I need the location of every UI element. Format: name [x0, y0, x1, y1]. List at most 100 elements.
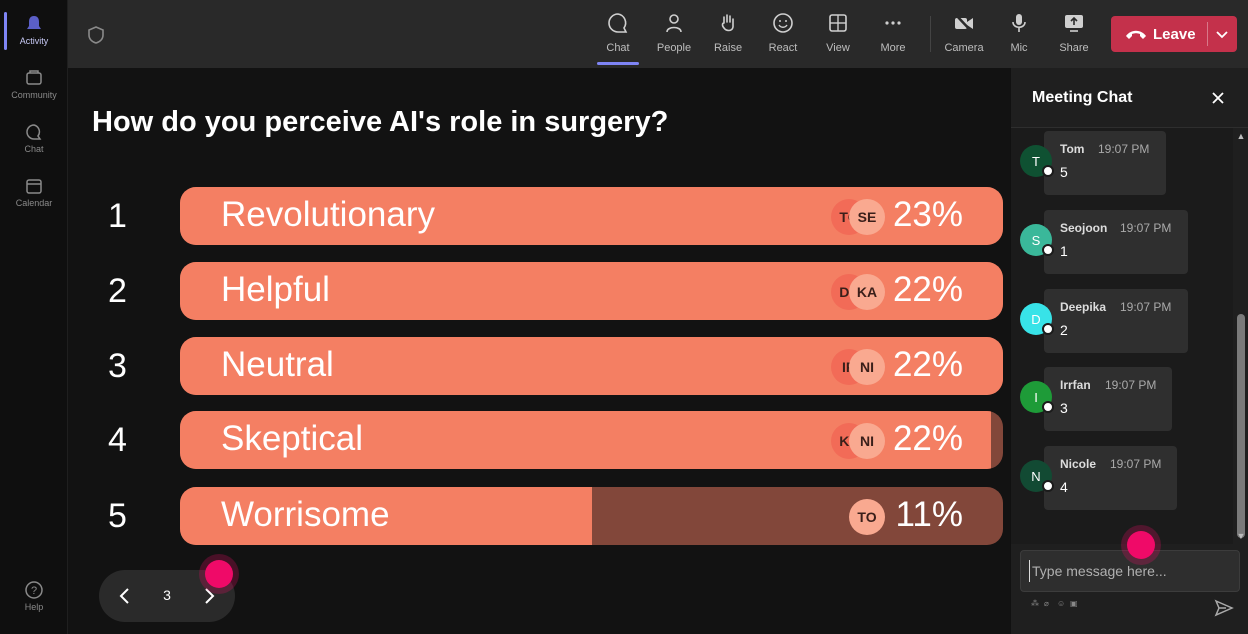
message-text: 1 [1060, 243, 1068, 259]
rail-label: Help [24, 602, 44, 612]
option-label: Skeptical [221, 419, 364, 458]
microphone-icon [1012, 14, 1026, 32]
grid-icon [829, 14, 847, 32]
share-button-label: Share [1059, 42, 1089, 54]
chevron-down-icon[interactable] [1214, 26, 1230, 42]
click-indicator [205, 560, 233, 588]
message-time: 19:07 PM [1110, 457, 1162, 471]
voter-avatar: NI [849, 423, 885, 459]
message-bubble: Deepika 19:07 PM 2 [1044, 289, 1188, 353]
chat-button[interactable]: Chat [591, 10, 645, 65]
mic-button[interactable]: Mic [992, 10, 1046, 62]
message-time: 19:07 PM [1120, 300, 1172, 314]
more-button-label: More [880, 42, 906, 54]
scroll-thumb[interactable] [1237, 314, 1245, 538]
camera-off-icon [955, 14, 973, 33]
option-bar: Worrisome TO 11% [180, 487, 1003, 545]
chat-icon [608, 13, 628, 33]
option-label: Helpful [221, 270, 330, 309]
voter-avatar: SE [849, 199, 885, 235]
message-text: 5 [1060, 164, 1068, 180]
poll-option[interactable]: 1 RevolutionaryTOSE23% [92, 187, 1003, 245]
raise-button-label: Raise [713, 42, 743, 54]
rail-item-activity[interactable]: Activity [0, 6, 68, 56]
message-time: 19:07 PM [1120, 221, 1172, 235]
react-button-label: React [768, 42, 798, 54]
mic-button-label: Mic [1010, 42, 1028, 54]
option-percent: 22% [892, 270, 963, 309]
poll-question: How do you perceive AI's role in surgery… [92, 106, 669, 138]
rail-item-chat[interactable]: Chat [0, 114, 68, 164]
message-text: 4 [1060, 479, 1068, 495]
voter-avatar: TO [849, 499, 885, 535]
smiley-icon [773, 13, 793, 33]
sender-name: Tom [1060, 142, 1085, 156]
format-toolbar: ⁂ ⌀ ☺ ▣ [1031, 600, 1078, 608]
meeting-chat-panel: Meeting Chat Tom 19:07 PM 5 T Seojoon 19:07 P… [1010, 68, 1248, 634]
chat-scrollbar[interactable]: ▲ ▼ [1233, 128, 1248, 544]
rail-label: Community [11, 90, 57, 100]
react-button[interactable]: React [756, 10, 810, 62]
attach-icon[interactable]: ⌀ [1044, 599, 1049, 608]
close-icon[interactable] [1209, 89, 1227, 107]
option-label: Revolutionary [221, 195, 435, 234]
leave-button[interactable]: Leave [1111, 16, 1237, 52]
chevron-left-icon[interactable] [113, 584, 137, 608]
message-time: 19:07 PM [1098, 142, 1150, 156]
emoji-icon[interactable]: ☺ [1057, 599, 1066, 608]
people-button[interactable]: People [647, 10, 701, 62]
rail-label: Activity [19, 36, 49, 46]
option-number: 2 [108, 272, 127, 310]
message-text: 3 [1060, 400, 1068, 416]
people-button-label: People [656, 42, 692, 54]
message-input[interactable] [1029, 560, 1229, 582]
option-number: 3 [108, 347, 127, 385]
people-icon [666, 14, 682, 33]
click-indicator [1127, 531, 1155, 559]
rail-label: Chat [24, 144, 44, 154]
scroll-down-icon[interactable]: ▼ [1236, 531, 1246, 541]
view-button[interactable]: View [811, 10, 865, 62]
format-icon[interactable]: ⁂ [1031, 599, 1039, 608]
poll-option[interactable]: 2 HelpfulDEKA22% [92, 262, 1003, 320]
poll-option[interactable]: 5 Worrisome TO 11% [92, 487, 1003, 545]
app-rail: Activity Community Chat Calendar ? Help [0, 0, 68, 634]
option-percent: 23% [892, 195, 963, 234]
option-bar: RevolutionaryTOSE23% [180, 187, 1003, 245]
presence-status-icon [1042, 401, 1054, 413]
chevron-right-icon[interactable] [197, 584, 221, 608]
rail-item-community[interactable]: Community [0, 60, 68, 110]
camera-button[interactable]: Camera [937, 10, 991, 62]
option-label: Worrisome [221, 495, 390, 534]
page-number: 3 [163, 587, 171, 603]
presence-status-icon [1042, 480, 1054, 492]
scroll-up-icon[interactable]: ▲ [1236, 131, 1246, 141]
raise-hand-button[interactable]: Raise [701, 10, 755, 62]
message-composer [1020, 550, 1240, 592]
more-button[interactable]: More [866, 10, 920, 62]
poll-option[interactable]: 3 NeutralIRNI22% [92, 337, 1003, 395]
leave-button-label: Leave [1153, 25, 1196, 43]
poll-option[interactable]: 4 SkepticalKENI22% [92, 411, 1003, 469]
rail-item-help[interactable]: ? Help [0, 572, 68, 622]
presence-status-icon [1042, 165, 1054, 177]
send-icon[interactable] [1214, 598, 1234, 618]
option-bar-fill [180, 487, 592, 545]
voter-avatar: NI [849, 349, 885, 385]
message-bubble: Tom 19:07 PM 5 [1044, 131, 1166, 195]
hang-up-icon [1126, 30, 1146, 39]
chat-header: Meeting Chat [1011, 68, 1248, 128]
chat-message-list[interactable]: Tom 19:07 PM 5 T Seojoon 19:07 PM 1 S Deepika 19:… [1011, 128, 1233, 544]
option-percent: 22% [892, 345, 963, 384]
gif-icon[interactable]: ▣ [1070, 599, 1078, 608]
rail-item-calendar[interactable]: Calendar [0, 168, 68, 218]
toolbar-divider [930, 16, 931, 52]
share-button[interactable]: Share [1047, 10, 1101, 62]
help-icon: ? [25, 581, 43, 599]
shield-icon[interactable] [86, 25, 106, 45]
voter-avatar: KA [849, 274, 885, 310]
option-percent: 22% [892, 419, 963, 458]
poll-stage: How do you perceive AI's role in surgery… [68, 68, 1010, 634]
message-bubble: Irrfan 19:07 PM 3 [1044, 367, 1172, 431]
option-number: 4 [108, 421, 127, 459]
